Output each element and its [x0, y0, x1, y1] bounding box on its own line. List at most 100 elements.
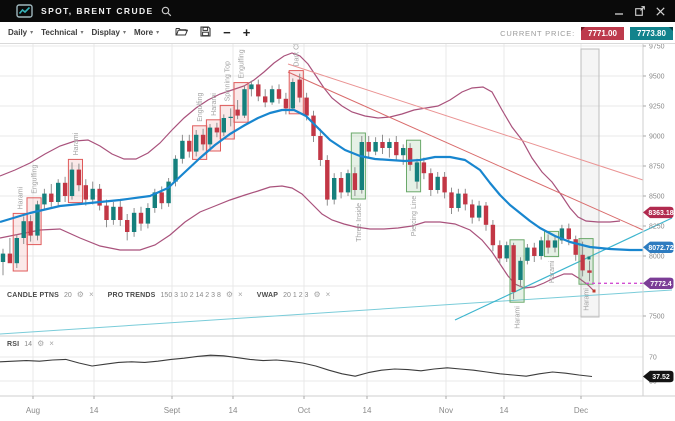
candle-body[interactable]: [235, 109, 240, 116]
open-folder-icon[interactable]: [175, 24, 189, 42]
candle-body[interactable]: [373, 142, 378, 152]
candle-body[interactable]: [559, 228, 565, 241]
candle-body[interactable]: [125, 220, 130, 232]
candle-body[interactable]: [56, 182, 61, 202]
candle-body[interactable]: [525, 247, 530, 261]
candle-body[interactable]: [490, 224, 496, 246]
candle-body[interactable]: [173, 158, 178, 182]
candle-body[interactable]: [200, 134, 206, 145]
candle-body[interactable]: [456, 193, 461, 208]
candle-body[interactable]: [511, 245, 516, 292]
candle-body[interactable]: [470, 204, 475, 218]
gear-icon[interactable]: ⚙: [313, 290, 321, 299]
candle-body[interactable]: [297, 79, 302, 98]
candle-body[interactable]: [14, 238, 19, 264]
candle-body[interactable]: [380, 142, 385, 148]
candle-body[interactable]: [35, 204, 40, 236]
candle-body[interactable]: [545, 240, 551, 248]
trendline-support-shallow[interactable]: [0, 289, 673, 335]
candle-body[interactable]: [483, 205, 489, 225]
candle-body[interactable]: [518, 260, 523, 280]
candle-body[interactable]: [256, 84, 261, 97]
candle-body[interactable]: [207, 127, 213, 145]
candle-body[interactable]: [311, 115, 316, 136]
candle-body[interactable]: [366, 142, 371, 152]
candle-body[interactable]: [414, 162, 420, 182]
candle-body[interactable]: [131, 212, 137, 232]
candle-body[interactable]: [145, 208, 151, 224]
search-icon[interactable]: [161, 6, 172, 17]
candle-body[interactable]: [118, 206, 123, 220]
candle-body[interactable]: [497, 245, 502, 259]
candle-body[interactable]: [304, 97, 309, 116]
candle-body[interactable]: [421, 162, 427, 174]
candle-body[interactable]: [76, 169, 82, 186]
candle-body[interactable]: [180, 140, 185, 159]
close-icon[interactable]: ×: [49, 339, 54, 348]
candle-body[interactable]: [28, 221, 33, 236]
candle-body[interactable]: [504, 245, 509, 259]
candle-body[interactable]: [83, 185, 88, 200]
candle-body[interactable]: [166, 181, 171, 204]
candle-body[interactable]: [104, 205, 109, 220]
close-button[interactable]: [656, 6, 665, 16]
candle-body[interactable]: [352, 173, 358, 190]
measure-box[interactable]: [580, 48, 600, 318]
candle-body[interactable]: [573, 239, 578, 255]
candle-body[interactable]: [552, 240, 558, 248]
candle-body[interactable]: [338, 178, 344, 193]
candle-body[interactable]: [269, 89, 275, 103]
trendline-resistance-lower[interactable]: [287, 71, 644, 231]
menu-technical[interactable]: Technical ▾: [41, 28, 84, 37]
menu-daily[interactable]: Daily ▾: [8, 28, 34, 37]
candle-body[interactable]: [276, 89, 282, 99]
candle-body[interactable]: [387, 142, 392, 148]
candle-body[interactable]: [566, 228, 571, 240]
trendline-support-steep[interactable]: [454, 217, 673, 321]
menu-more[interactable]: More ▾: [133, 28, 160, 37]
candle-body[interactable]: [359, 142, 364, 190]
candle-body[interactable]: [49, 193, 54, 202]
candle-body[interactable]: [263, 96, 268, 103]
gear-icon[interactable]: ⚙: [225, 290, 234, 299]
candle-body[interactable]: [7, 253, 13, 264]
candle-body[interactable]: [62, 182, 68, 196]
candle-body[interactable]: [332, 178, 337, 200]
candle-body[interactable]: [214, 127, 220, 133]
close-icon[interactable]: ×: [88, 290, 94, 299]
candle-body[interactable]: [401, 148, 406, 156]
candle-body[interactable]: [587, 270, 592, 273]
close-icon[interactable]: ×: [325, 290, 331, 299]
candle-body[interactable]: [194, 134, 199, 152]
candle-body[interactable]: [249, 84, 254, 90]
minimize-button[interactable]: [615, 7, 624, 16]
candle-body[interactable]: [187, 140, 192, 152]
candle-body[interactable]: [442, 176, 447, 193]
candle-body[interactable]: [228, 116, 233, 118]
candle-body[interactable]: [435, 176, 440, 190]
candle-body[interactable]: [42, 193, 47, 205]
popout-button[interactable]: [635, 6, 645, 16]
candle-body[interactable]: [21, 221, 26, 238]
candle-body[interactable]: [283, 98, 289, 109]
candle-body[interactable]: [428, 173, 433, 190]
candle-body[interactable]: [69, 169, 75, 196]
candle-body[interactable]: [290, 82, 295, 109]
candle-body[interactable]: [152, 192, 157, 208]
save-icon[interactable]: [200, 24, 211, 42]
candle-body[interactable]: [449, 192, 454, 208]
candle-body[interactable]: [539, 240, 544, 256]
trendline-resistance-upper[interactable]: [287, 63, 644, 181]
candle-body[interactable]: [580, 254, 585, 271]
gear-icon[interactable]: ⚙: [76, 290, 84, 299]
candle-body[interactable]: [138, 212, 144, 224]
candle-body[interactable]: [242, 89, 247, 116]
gear-icon[interactable]: ⚙: [37, 339, 45, 348]
zoom-in-button[interactable]: +: [242, 25, 251, 40]
zoom-out-button[interactable]: −: [223, 25, 231, 40]
candle-body[interactable]: [159, 192, 164, 204]
candle-body[interactable]: [476, 205, 482, 218]
close-icon[interactable]: ×: [238, 290, 243, 299]
candle-body[interactable]: [325, 160, 330, 200]
